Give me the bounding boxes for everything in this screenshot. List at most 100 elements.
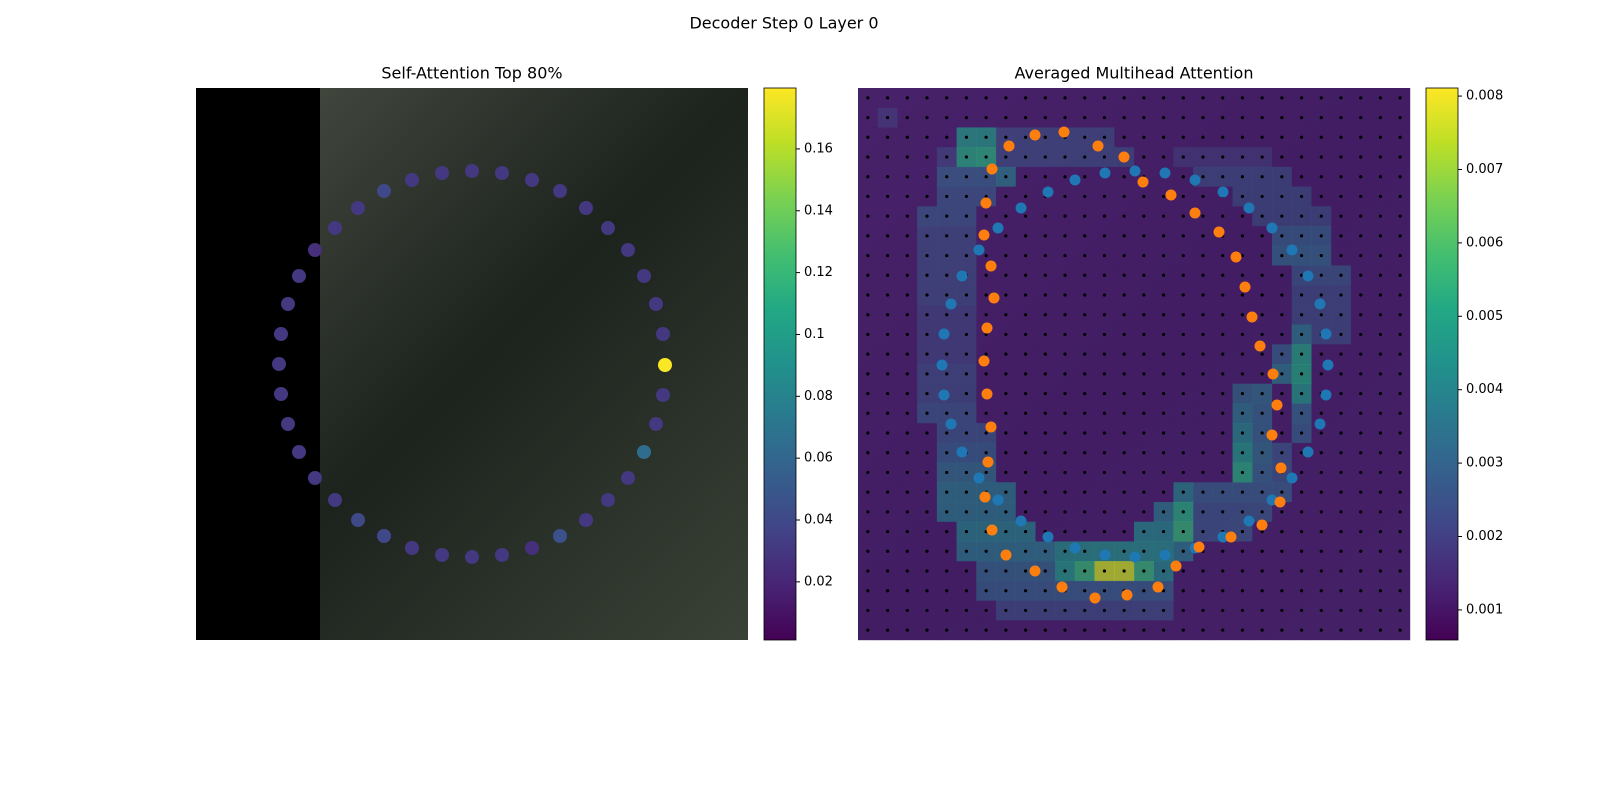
- reference-point: [1142, 214, 1146, 218]
- reference-point: [1299, 96, 1304, 100]
- reference-point: [1299, 372, 1304, 376]
- reference-point: [1359, 253, 1363, 258]
- reference-point: [1161, 431, 1166, 435]
- sampling-point: [981, 388, 993, 400]
- attention-point: [272, 357, 286, 371]
- sampling-point: [1137, 176, 1149, 188]
- sampling-point: [1266, 222, 1278, 234]
- reference-point: [1102, 589, 1107, 593]
- reference-point: [984, 96, 988, 100]
- reference-point: [1260, 510, 1264, 514]
- reference-point: [1161, 234, 1166, 238]
- reference-point: [1122, 391, 1126, 396]
- reference-point: [1280, 569, 1284, 573]
- reference-point: [1221, 214, 1225, 218]
- sampling-point: [1165, 189, 1177, 201]
- reference-point: [1398, 332, 1402, 337]
- reference-point: [964, 194, 969, 199]
- reference-point: [1083, 411, 1087, 415]
- reference-point: [866, 411, 870, 415]
- sampling-point: [988, 292, 1000, 304]
- reference-point: [1319, 608, 1323, 613]
- reference-point: [1083, 391, 1087, 396]
- reference-point: [1102, 490, 1107, 494]
- reference-point: [885, 608, 890, 613]
- reference-point: [866, 470, 870, 475]
- reference-point: [905, 589, 909, 593]
- reference-point: [1319, 451, 1323, 455]
- reference-point: [1339, 234, 1343, 238]
- reference-point: [1319, 115, 1323, 120]
- reference-point: [1359, 628, 1363, 632]
- sampling-point: [936, 359, 948, 371]
- reference-point: [925, 313, 929, 317]
- reference-point: [1201, 194, 1205, 199]
- sampling-point: [1000, 549, 1012, 561]
- reference-point: [1221, 96, 1225, 100]
- reference-point: [984, 155, 988, 159]
- reference-point: [1161, 214, 1166, 218]
- reference-point: [1004, 194, 1008, 199]
- reference-point: [905, 431, 909, 435]
- reference-point: [1043, 313, 1047, 317]
- reference-point: [1004, 529, 1008, 534]
- reference-point: [945, 155, 949, 159]
- reference-point: [885, 372, 890, 376]
- reference-point: [1181, 372, 1185, 376]
- reference-point: [1004, 115, 1008, 120]
- reference-point: [1161, 411, 1166, 415]
- reference-point: [1142, 234, 1146, 238]
- reference-point: [964, 470, 969, 475]
- colorbar-tick-label: 0.004: [1466, 382, 1503, 397]
- reference-point: [1201, 411, 1205, 415]
- reference-point: [885, 234, 890, 238]
- reference-point: [885, 253, 890, 258]
- sampling-point: [1193, 541, 1205, 553]
- reference-point: [1299, 313, 1304, 317]
- reference-point: [1122, 569, 1126, 573]
- reference-point: [984, 569, 988, 573]
- reference-point: [925, 293, 929, 297]
- colorbar-tick-label: 0.08: [804, 389, 833, 404]
- attention-point: [601, 493, 615, 507]
- reference-point: [866, 510, 870, 514]
- reference-point: [1319, 549, 1323, 553]
- reference-point: [1260, 628, 1264, 632]
- reference-point: [964, 391, 969, 396]
- reference-point: [1260, 332, 1264, 337]
- reference-point: [1398, 214, 1402, 218]
- reference-point: [1063, 549, 1067, 553]
- reference-point: [1102, 431, 1107, 435]
- reference-point: [1063, 470, 1067, 475]
- reference-point: [1122, 411, 1126, 415]
- reference-point: [1378, 253, 1383, 258]
- reference-point: [885, 529, 890, 534]
- attention-point: [656, 327, 670, 341]
- reference-point: [1280, 490, 1284, 494]
- reference-point: [1023, 253, 1028, 258]
- attention-point: [281, 417, 295, 431]
- reference-point: [945, 214, 949, 218]
- reference-point: [866, 175, 870, 179]
- sampling-point: [973, 244, 985, 256]
- reference-point: [1083, 175, 1087, 179]
- reference-point: [866, 451, 870, 455]
- sampling-point: [1042, 531, 1054, 543]
- reference-point: [925, 135, 929, 139]
- reference-point: [1063, 352, 1067, 356]
- sampling-point: [1129, 165, 1141, 177]
- reference-point: [1122, 529, 1126, 534]
- reference-point: [1083, 293, 1087, 297]
- sampling-point: [956, 270, 968, 282]
- reference-point: [1043, 352, 1047, 356]
- reference-point: [1339, 273, 1343, 277]
- reference-point: [945, 135, 949, 139]
- reference-point: [1043, 253, 1047, 258]
- reference-point: [1319, 529, 1323, 534]
- reference-point: [1063, 332, 1067, 337]
- reference-point: [1083, 451, 1087, 455]
- reference-point: [1280, 214, 1284, 218]
- reference-point: [1240, 96, 1245, 100]
- reference-point: [1339, 510, 1343, 514]
- reference-point: [1142, 273, 1146, 277]
